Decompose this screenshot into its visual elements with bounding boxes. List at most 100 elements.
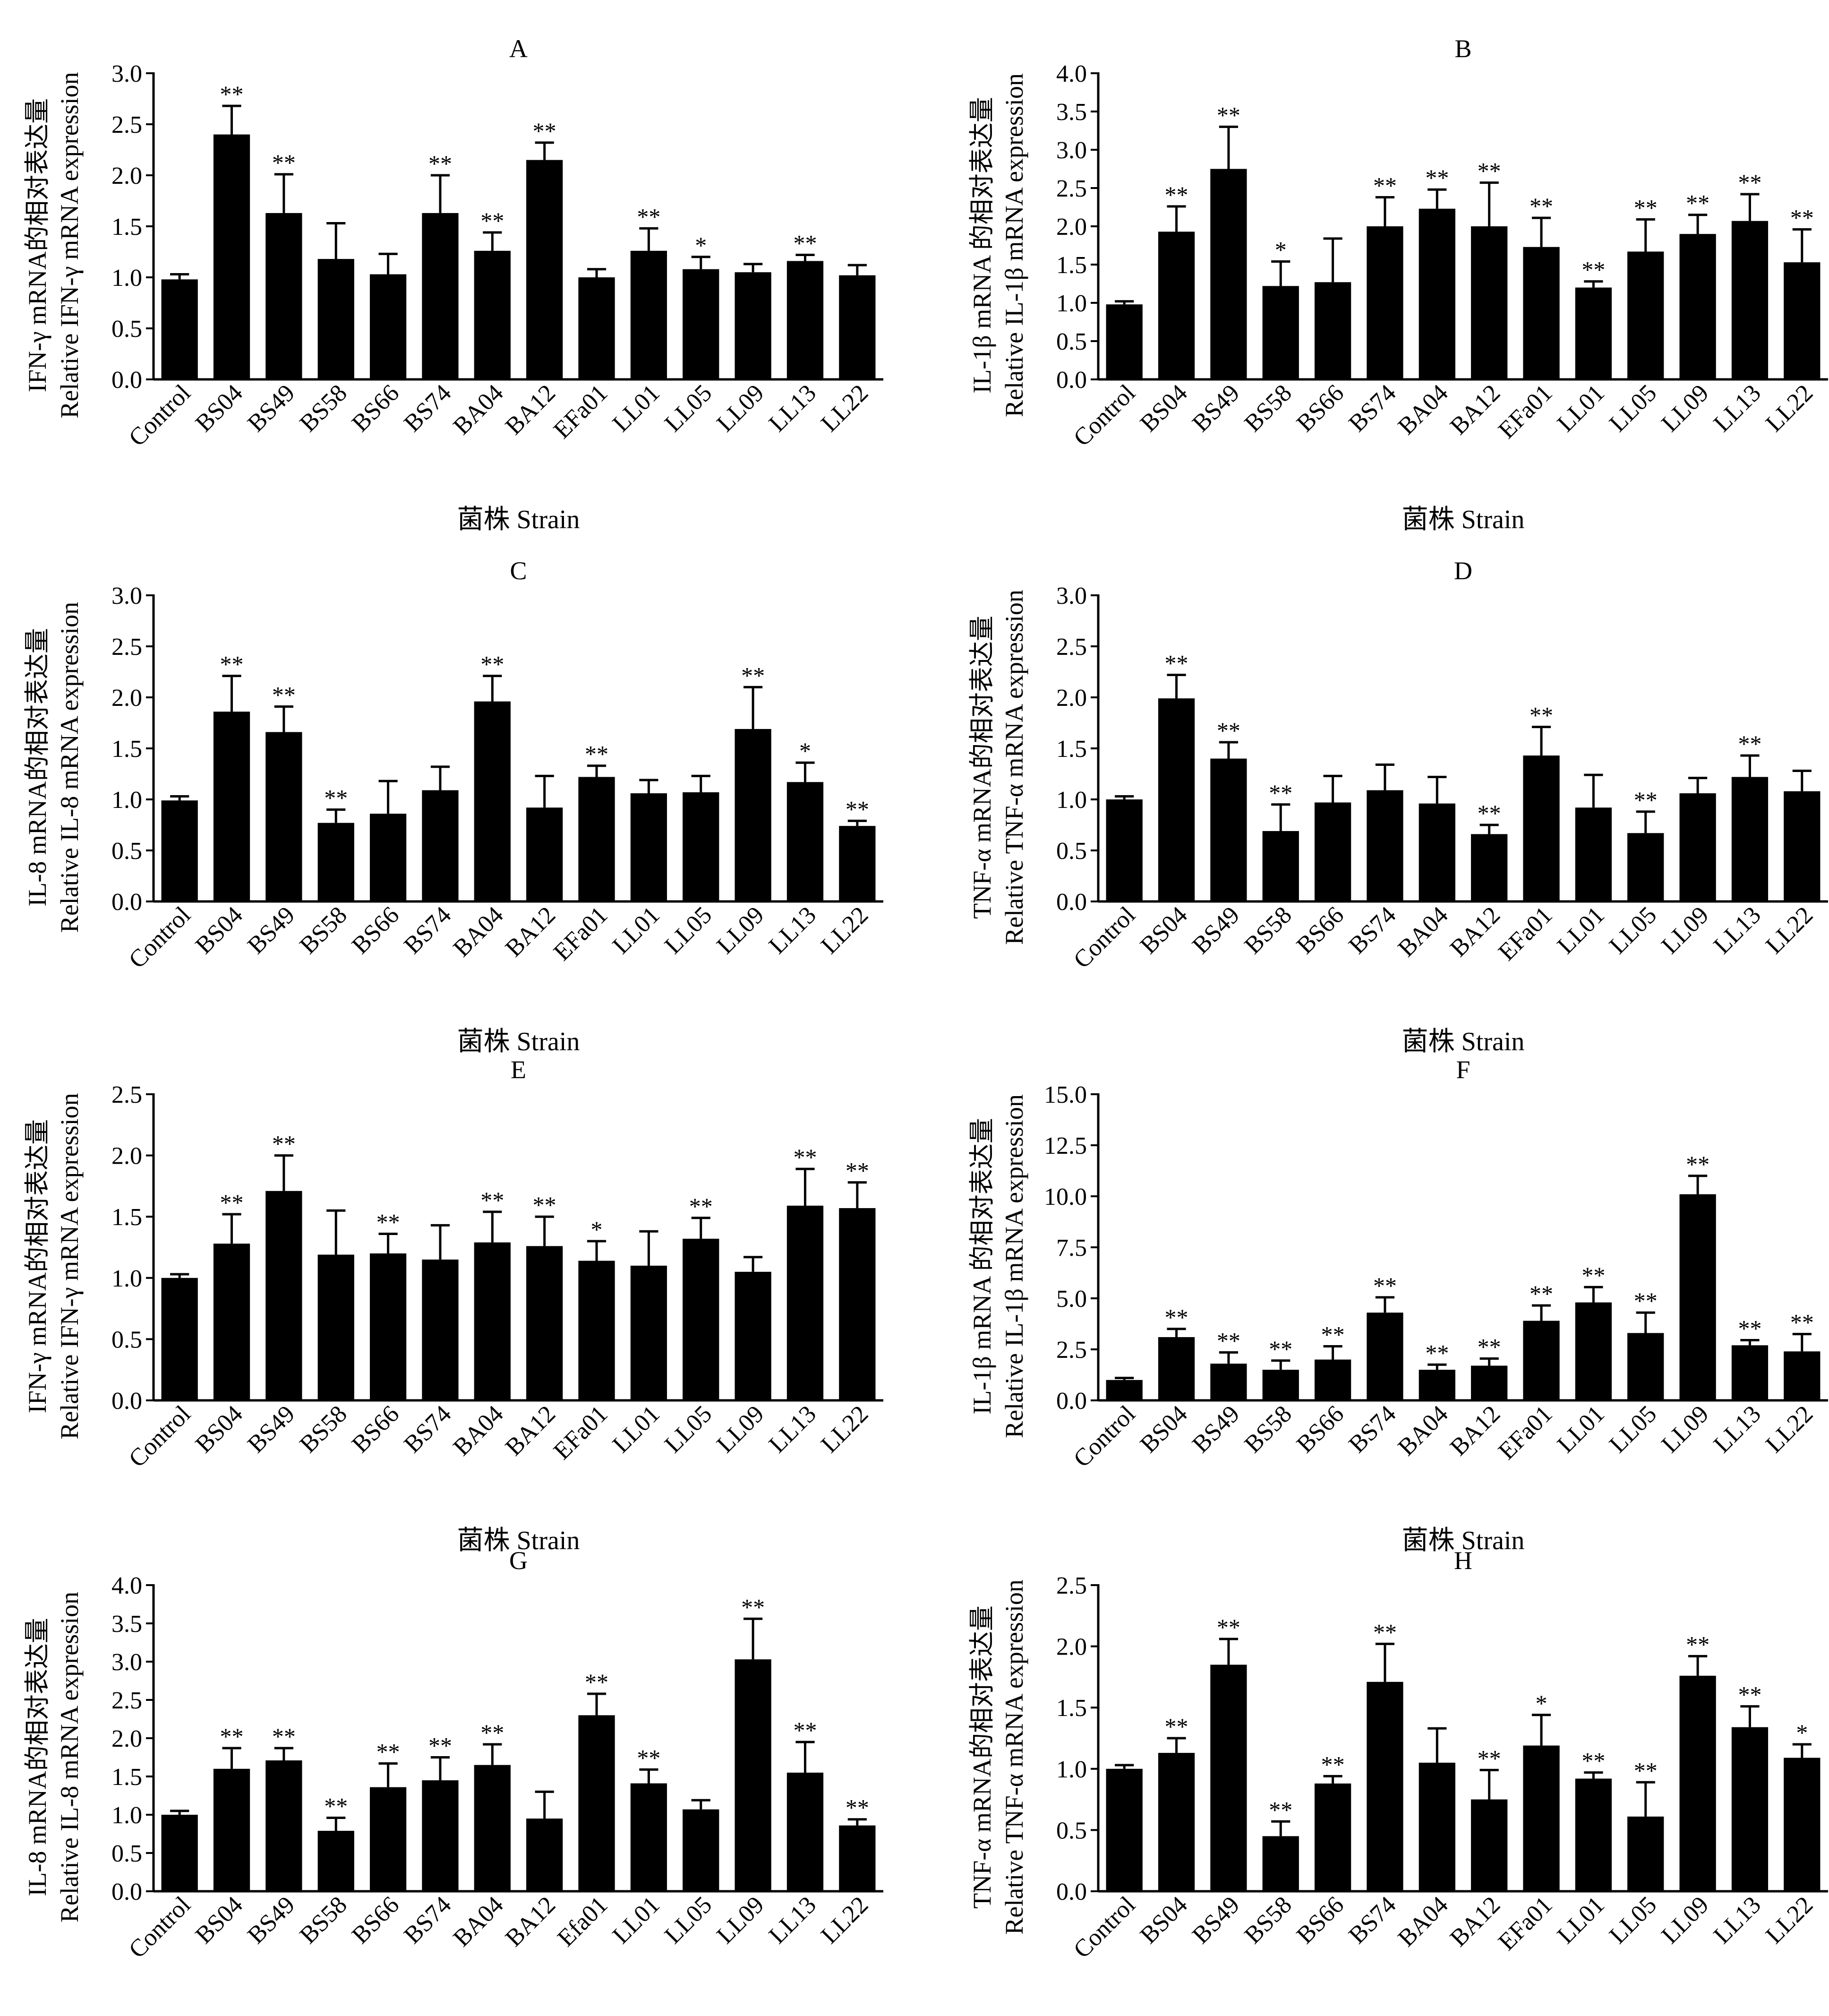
y-tick-label: 4.0 <box>1056 60 1087 87</box>
significance-mark: ** <box>1321 1751 1345 1777</box>
significance-mark: ** <box>1217 102 1240 128</box>
panel-B: 0.00.51.01.52.02.53.03.54.0Control**BS04… <box>968 34 1828 534</box>
x-tick-label: BS58 <box>1239 1891 1297 1949</box>
bar-LL09 <box>1679 1194 1716 1400</box>
y-tick-label: 1.0 <box>1056 290 1087 317</box>
bar-BS04 <box>213 712 250 901</box>
x-tick-label: LL13 <box>1709 1400 1766 1458</box>
significance-mark: ** <box>1581 1262 1605 1288</box>
x-tick-label: BS58 <box>295 901 352 959</box>
bar-LL13 <box>786 1772 824 1891</box>
y-tick-label: 2.5 <box>111 112 142 138</box>
x-tick-label: LL13 <box>764 901 821 959</box>
x-tick-label: BS74 <box>399 379 456 437</box>
significance-mark: ** <box>480 1187 504 1213</box>
bar-BS49 <box>265 1191 302 1400</box>
x-tick-label: BS74 <box>1343 901 1401 959</box>
x-tick-label: BS04 <box>1135 1891 1193 1949</box>
x-tick-label: BS74 <box>399 901 456 959</box>
x-tick-label: BS04 <box>1135 379 1193 437</box>
x-tick-label: BS04 <box>190 379 248 437</box>
significance-mark: ** <box>272 1131 296 1157</box>
y-tick-label: 2.5 <box>1056 1572 1087 1599</box>
significance-mark: ** <box>1581 257 1605 283</box>
x-tick-label: LL22 <box>1761 1400 1818 1458</box>
y-tick-label: 2.0 <box>1056 685 1087 712</box>
significance-mark: ** <box>585 1669 608 1695</box>
x-tick-label: Efa01 <box>552 1891 613 1952</box>
y-tick-label: 7.5 <box>1056 1235 1087 1261</box>
bar-BS58 <box>1262 1836 1299 1891</box>
significance-mark: ** <box>533 1192 556 1218</box>
x-tick-label: BS49 <box>242 1400 300 1458</box>
significance-mark: ** <box>1530 702 1553 729</box>
bar-BS66 <box>369 1787 407 1891</box>
x-tick-label: LL01 <box>607 901 665 959</box>
bar-BS58 <box>317 1831 354 1891</box>
bar-BS66 <box>1314 802 1351 901</box>
x-tick-label: LL13 <box>764 1400 821 1458</box>
x-tick-label: LL13 <box>764 379 821 437</box>
x-tick-label: BS74 <box>399 1891 456 1949</box>
x-tick-label: BS49 <box>1187 1400 1245 1458</box>
bar-Control <box>161 800 198 901</box>
significance-mark: ** <box>1217 717 1240 744</box>
y-tick-label: 5.0 <box>1056 1286 1087 1313</box>
bar-BA04 <box>1419 803 1455 901</box>
bar-BS58 <box>317 259 354 379</box>
x-axis-title: 菌株 Strain <box>1402 1027 1525 1056</box>
bar-LL22 <box>1784 1758 1820 1891</box>
significance-mark: ** <box>1738 1681 1761 1708</box>
bar-LL01 <box>630 1265 667 1400</box>
bar-LL22 <box>839 275 876 379</box>
x-tick-label: LL22 <box>816 901 873 959</box>
significance-mark: ** <box>324 1793 348 1819</box>
y-tick-label: 3.0 <box>1056 583 1087 609</box>
bar-BS04 <box>1158 232 1195 379</box>
x-tick-label: LL09 <box>1657 1891 1714 1949</box>
bar-LL09 <box>735 729 771 901</box>
panel-letter: E <box>511 1055 526 1084</box>
y-tick-label: 2.5 <box>111 1081 142 1108</box>
x-tick-label: LL22 <box>1761 1891 1818 1949</box>
bar-BS49 <box>265 213 302 379</box>
x-tick-label: LL09 <box>1657 379 1714 437</box>
bar-BS04 <box>213 1244 250 1400</box>
x-tick-label: EFa01 <box>1493 901 1557 966</box>
bar-LL05 <box>683 1809 719 1891</box>
x-tick-label: LL09 <box>712 901 769 959</box>
bar-LL05 <box>683 1238 719 1400</box>
y-axis-title-cn: IFN-γ mRNA的相对表达量 <box>23 1119 51 1413</box>
bar-BA12 <box>1471 1799 1508 1891</box>
y-tick-label: 15.0 <box>1044 1081 1087 1108</box>
significance-mark: ** <box>1165 181 1188 208</box>
bar-BS74 <box>422 1259 459 1400</box>
x-axis-title: 菌株 Strain <box>1402 1526 1525 1555</box>
y-tick-label: 3.5 <box>111 1611 142 1638</box>
bar-BS74 <box>1367 1681 1403 1891</box>
significance-mark: ** <box>1425 1339 1449 1366</box>
significance-mark: ** <box>1217 1327 1240 1354</box>
bar-BA04 <box>474 1765 511 1891</box>
x-tick-label: LL05 <box>1604 1400 1662 1458</box>
significance-mark: ** <box>533 118 556 144</box>
x-tick-label: BS49 <box>1187 379 1245 437</box>
significance-mark: ** <box>1165 1304 1188 1330</box>
bar-LL01 <box>1575 1778 1612 1891</box>
bar-LL13 <box>1731 1345 1769 1400</box>
bar-LL09 <box>1679 1675 1716 1891</box>
y-tick-label: 10.0 <box>1044 1184 1087 1210</box>
x-tick-label: LL05 <box>1604 379 1662 437</box>
y-axis-title-en: Relative IFN-γ mRNA expression <box>55 72 84 418</box>
significance-mark: ** <box>1478 800 1501 826</box>
x-tick-label: BS66 <box>347 1891 404 1949</box>
y-tick-label: 1.5 <box>111 1204 142 1231</box>
y-tick-label: 0.0 <box>1056 1879 1087 1905</box>
x-tick-label: LL22 <box>816 1891 873 1949</box>
bar-BS04 <box>213 134 250 380</box>
bar-BS66 <box>369 1253 407 1400</box>
bar-EFa01 <box>578 777 615 901</box>
significance-mark: ** <box>428 1733 452 1759</box>
significance-mark: ** <box>846 796 869 822</box>
